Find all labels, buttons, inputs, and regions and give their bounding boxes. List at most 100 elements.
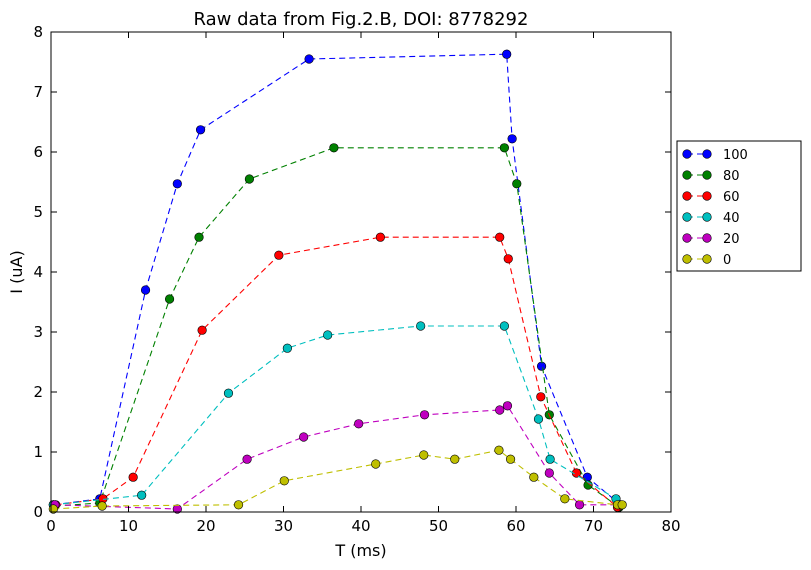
data-point: [533, 414, 544, 424]
data-point: [274, 250, 284, 260]
series-60: [51, 232, 623, 512]
data-point: [499, 321, 509, 331]
series-100: [48, 49, 626, 510]
data-point: [416, 321, 426, 331]
data-point: [529, 472, 539, 482]
data-point: [195, 125, 206, 135]
legend-label: 0: [723, 253, 731, 268]
legend-entry-40: 40: [682, 211, 740, 226]
x-axis-label: T (ms): [334, 541, 386, 560]
legend-marker: [682, 149, 692, 159]
y-axis-label: I (uA): [7, 250, 26, 293]
data-point: [164, 294, 175, 304]
data-point: [617, 500, 627, 510]
y-tick-label: 4: [33, 263, 43, 281]
legend-marker: [682, 233, 692, 243]
y-tick-label: 6: [33, 143, 43, 161]
legend-label: 20: [723, 232, 740, 247]
data-point: [375, 232, 385, 242]
data-point: [494, 445, 504, 455]
data-point: [495, 232, 505, 242]
data-point: [323, 330, 333, 340]
data-point: [507, 134, 517, 144]
legend-marker: [702, 191, 712, 201]
legend-marker: [682, 212, 692, 222]
axes-layer: 0 10 20 30 40 50 60 70 80 0 1 2 3 4 5 6 7 8: [33, 23, 680, 535]
data-point: [536, 392, 546, 402]
x-tick-label: 70: [584, 517, 603, 535]
legend-entry-20: 20: [682, 232, 740, 247]
data-point: [304, 54, 314, 64]
data-point: [279, 476, 289, 486]
x-tick-label: 30: [274, 517, 293, 535]
legend-label: 60: [723, 190, 740, 205]
data-point: [512, 179, 522, 189]
y-tick-label: 1: [33, 443, 43, 461]
legend-marker: [702, 233, 712, 243]
legend-marker: [682, 170, 692, 180]
data-point: [419, 450, 429, 460]
data-point: [544, 468, 554, 478]
legend-label: 80: [723, 169, 740, 184]
y-tick-label: 7: [33, 83, 43, 101]
data-point: [137, 490, 147, 500]
data-point: [574, 500, 585, 510]
data-point: [371, 459, 381, 469]
series-0: [48, 445, 627, 514]
y-tick-label: 5: [33, 203, 43, 221]
data-point: [172, 504, 182, 514]
legend-entry-80: 80: [682, 169, 740, 184]
data-point: [194, 232, 204, 242]
data-point: [242, 454, 252, 464]
series-line: [55, 236, 618, 508]
legend-marker: [702, 254, 712, 264]
data-point: [499, 143, 509, 153]
chart-title: Raw data from Fig.2.B, DOI: 8778292: [194, 9, 529, 30]
data-point: [495, 405, 505, 415]
legend-entry-100: 100: [682, 148, 748, 163]
data-point: [197, 325, 207, 335]
series-line: [53, 325, 617, 506]
legend-entry-0: 0: [682, 253, 731, 268]
legend-marker: [702, 149, 712, 159]
x-tick-label: 0: [46, 517, 56, 535]
data-point: [282, 343, 292, 353]
x-tick-label: 20: [196, 517, 215, 535]
data-point: [172, 179, 182, 189]
series-line: [53, 53, 621, 506]
data-point: [545, 454, 555, 464]
y-tick-label: 2: [33, 383, 43, 401]
legend-label: 100: [723, 148, 748, 163]
data-point: [299, 432, 309, 442]
data-point: [582, 472, 592, 482]
data-point: [329, 143, 339, 153]
data-point: [244, 174, 254, 184]
series-layer: [48, 49, 627, 514]
y-tick-label: 3: [33, 323, 43, 341]
x-tick-label: 10: [119, 517, 138, 535]
legend-entry-60: 60: [682, 190, 740, 205]
y-tick-label: 0: [33, 503, 43, 521]
x-tick-label: 60: [506, 517, 525, 535]
data-point: [502, 49, 512, 59]
series-line: [54, 147, 620, 508]
data-point: [140, 285, 151, 295]
data-point: [450, 454, 460, 464]
data-point: [128, 472, 138, 482]
data-point: [502, 401, 513, 411]
data-point: [233, 500, 244, 510]
legend-frame: [676, 140, 802, 272]
x-tick-label: 50: [429, 517, 448, 535]
legend-marker: [702, 170, 712, 180]
y-tick-label: 8: [33, 23, 43, 41]
legend-marker: [682, 254, 692, 264]
legend-marker: [682, 191, 692, 201]
x-tick-label: 80: [661, 517, 680, 535]
data-point: [97, 501, 107, 511]
legend-marker: [702, 212, 712, 222]
data-point: [419, 410, 430, 420]
x-tick-label: 40: [351, 517, 370, 535]
plot-frame: [50, 31, 672, 513]
data-point: [223, 388, 234, 398]
